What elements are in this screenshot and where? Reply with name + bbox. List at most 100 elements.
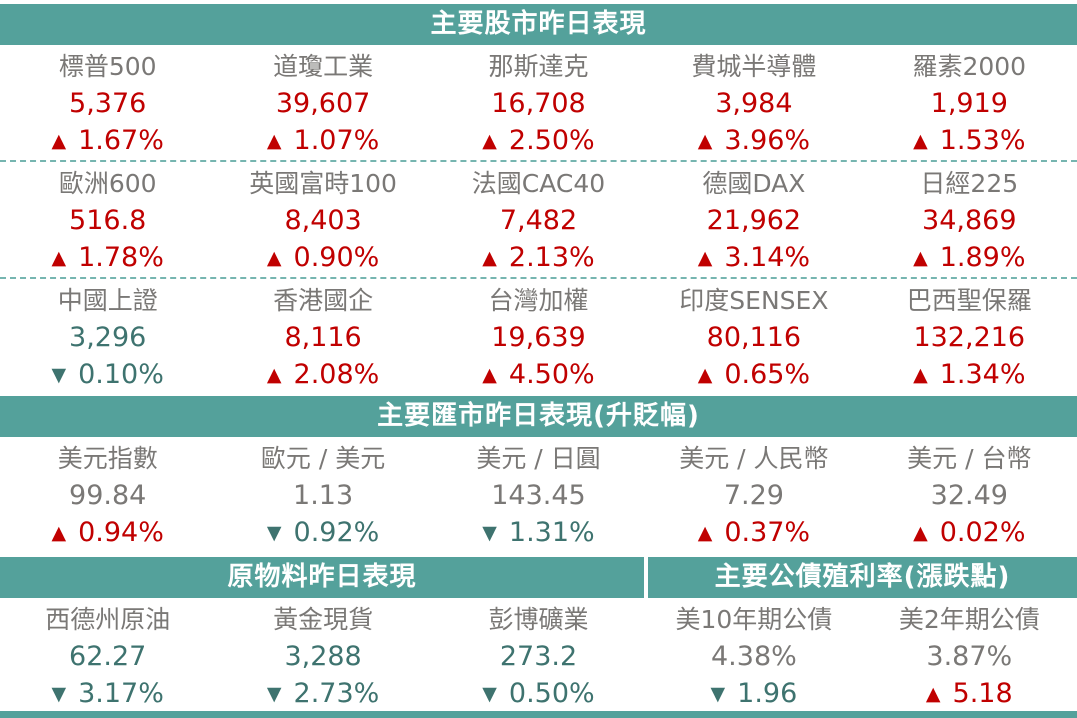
- quote-label: 美元 / 台幣: [907, 444, 1032, 473]
- section-title: 原物料昨日表現: [227, 562, 417, 592]
- quote-label: 印度SENSEX: [679, 286, 829, 315]
- quote-change-value: 0.65%: [724, 359, 811, 390]
- up-triangle-icon: ▲: [482, 130, 497, 152]
- quote-label: 美元指數: [57, 444, 158, 473]
- quote-change: ▼ 0.92%: [215, 514, 430, 551]
- up-triangle-icon: ▲: [51, 130, 67, 152]
- quote-value: 132,216: [913, 322, 1026, 353]
- up-triangle-icon: ▲: [913, 364, 928, 386]
- quote-label: 羅素2000: [912, 52, 1027, 81]
- quote-value: 8,403: [284, 205, 362, 236]
- quote-value: 7,482: [499, 205, 578, 236]
- down-triangle-icon: ▼: [266, 522, 282, 544]
- down-triangle-icon: ▼: [51, 364, 67, 386]
- quote-change: ▲ 1.67%: [0, 122, 215, 159]
- quote-change: ▲ 2.08%: [215, 356, 430, 393]
- quote-change: ▲ 1.34%: [862, 356, 1077, 393]
- quote-value: 273.2: [499, 641, 578, 672]
- quote-change: ▲ 0.37%: [646, 514, 861, 551]
- down-triangle-icon: ▼: [482, 683, 497, 705]
- quote-cell: 美元 / 人民幣 7.29 ▲ 0.37%: [646, 437, 861, 557]
- quote-change-value: 0.37%: [724, 517, 811, 548]
- quote-value: 32.49: [930, 480, 1008, 511]
- quote-change-value: 2.73%: [293, 678, 380, 709]
- quote-change: ▲ 1.53%: [862, 122, 1077, 159]
- quote-value: 99.84: [69, 480, 147, 511]
- quote-label: 台灣加權: [488, 286, 589, 315]
- quote-change-value: 1.53%: [939, 125, 1026, 156]
- quote-cell: 中國上證 3,296 ▼ 0.10%: [0, 279, 215, 396]
- quote-change: ▲ 3.96%: [646, 122, 861, 159]
- commodities-bonds-row: 西德州原油 62.27 ▼ 3.17% 黃金現貨 3,288 ▼ 2.73% 彭博礦…: [0, 598, 1077, 711]
- quote-change: ▲ 1.78%: [0, 239, 215, 276]
- up-triangle-icon: ▲: [482, 364, 497, 386]
- quote-label: 巴西聖保羅: [906, 286, 1032, 315]
- quote-cell: 歐元 / 美元 1.13 ▼ 0.92%: [215, 437, 430, 557]
- quote-value: 21,962: [706, 205, 802, 236]
- quote-value: 3.87%: [926, 641, 1013, 672]
- up-triangle-icon: ▲: [266, 364, 282, 386]
- down-triangle-icon: ▼: [51, 683, 67, 705]
- quote-label: 英國富時100: [249, 169, 397, 198]
- quote-value: 19,639: [491, 322, 586, 353]
- header-divider: [644, 557, 648, 598]
- quote-value: 143.45: [491, 480, 586, 511]
- quote-value: 3,984: [715, 88, 793, 119]
- quote-cell: 美10年期公債 4.38% ▼ 1.96: [646, 598, 861, 712]
- quote-cell: 香港國企 8,116 ▲ 2.08%: [215, 279, 430, 396]
- stocks-row-3: 中國上證 3,296 ▼ 0.10% 香港國企 8,116 ▲ 2.08% 台灣加權…: [0, 279, 1077, 396]
- quote-label: 歐洲600: [58, 169, 157, 198]
- quote-label: 美10年期公債: [675, 605, 833, 634]
- section-header-split: 原物料昨日表現 主要公債殖利率(漲跌點): [0, 557, 1077, 598]
- quote-value: 1,919: [930, 88, 1008, 119]
- up-triangle-icon: ▲: [697, 247, 713, 269]
- bottom-bar: [0, 711, 1077, 718]
- quote-label: 道瓊工業: [273, 52, 374, 81]
- quote-change: ▼ 0.50%: [431, 675, 646, 712]
- quote-change-value: 1.07%: [293, 125, 380, 156]
- quote-change: ▲ 2.13%: [431, 239, 646, 276]
- quote-value: 62.27: [69, 641, 147, 672]
- quote-change-value: 1.78%: [78, 242, 164, 273]
- section-title: 主要公債殖利率(漲跌點): [714, 562, 1011, 592]
- quote-cell: 那斯達克 16,708 ▲ 2.50%: [431, 45, 646, 160]
- quote-change-value: 2.50%: [508, 125, 595, 156]
- up-triangle-icon: ▲: [925, 683, 941, 705]
- quote-label: 法國CAC40: [471, 169, 606, 198]
- quote-change-value: 0.92%: [293, 517, 380, 548]
- quote-value: 16,708: [491, 88, 586, 119]
- section-title: 主要股市昨日表現: [430, 9, 647, 39]
- quote-change-value: 1.34%: [939, 359, 1026, 390]
- quote-label: 費城半導體: [691, 52, 817, 81]
- quote-label: 中國上證: [57, 286, 158, 315]
- quote-change: ▲ 3.14%: [646, 239, 861, 276]
- quote-change: ▼ 1.96: [646, 675, 861, 712]
- up-triangle-icon: ▲: [913, 247, 928, 269]
- quote-value: 8,116: [284, 322, 362, 353]
- quote-cell: 費城半導體 3,984 ▲ 3.96%: [646, 45, 861, 160]
- quote-change: ▲ 0.94%: [0, 514, 215, 551]
- down-triangle-icon: ▼: [266, 683, 282, 705]
- quote-change-value: 0.10%: [78, 359, 164, 390]
- up-triangle-icon: ▲: [697, 522, 713, 544]
- quote-value: 7.29: [723, 480, 784, 511]
- quote-change-value: 3.14%: [724, 242, 811, 273]
- up-triangle-icon: ▲: [51, 522, 67, 544]
- quote-value: 4.38%: [711, 641, 797, 672]
- quote-value: 80,116: [706, 322, 802, 353]
- quote-change: ▲ 0.90%: [215, 239, 430, 276]
- quote-value: 1.13: [293, 480, 354, 511]
- up-triangle-icon: ▲: [266, 247, 282, 269]
- quote-label: 德國DAX: [702, 169, 806, 198]
- quote-value: 3,296: [69, 322, 147, 353]
- up-triangle-icon: ▲: [913, 130, 928, 152]
- quote-label: 美2年期公債: [898, 605, 1040, 634]
- quote-change: ▼ 1.31%: [431, 514, 646, 551]
- quote-label: 美元 / 人民幣: [679, 444, 829, 473]
- quote-change-value: 1.89%: [939, 242, 1026, 273]
- quote-cell: 法國CAC40 7,482 ▲ 2.13%: [431, 162, 646, 277]
- quote-cell: 台灣加權 19,639 ▲ 4.50%: [431, 279, 646, 396]
- stocks-row-1: 標普500 5,376 ▲ 1.67% 道瓊工業 39,607 ▲ 1.07% 那斯…: [0, 45, 1077, 162]
- down-triangle-icon: ▼: [482, 522, 497, 544]
